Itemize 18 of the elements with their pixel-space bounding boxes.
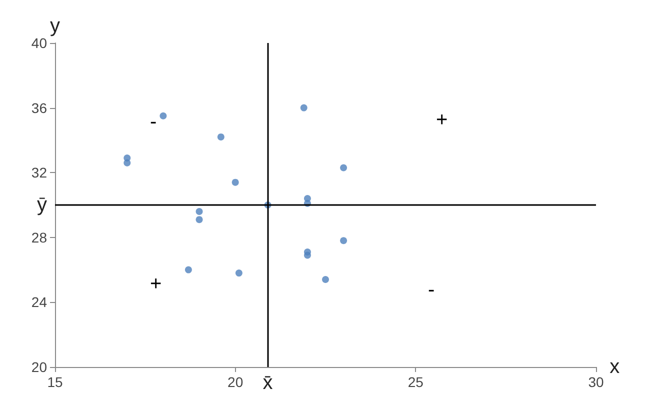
y-tick-label: 20 — [31, 359, 48, 375]
annotation: + — [436, 109, 448, 131]
y-tick-label: 40 — [31, 35, 48, 51]
y-tick-label: 32 — [31, 164, 48, 181]
x-tick-label: 15 — [47, 374, 63, 390]
ref-line-label: ȳ — [37, 194, 47, 216]
ref-line-label: x̄ — [262, 372, 273, 394]
annotation: - — [150, 111, 157, 133]
x-tick-label: 20 — [228, 374, 244, 390]
y-axis-title: y — [50, 15, 60, 38]
y-tick-label: 28 — [31, 229, 48, 246]
annotation: - — [428, 279, 435, 301]
y-tick-label: 24 — [31, 294, 48, 310]
x-tick-label: 30 — [588, 374, 604, 390]
annotation: + — [150, 273, 162, 295]
y-tick-label: 36 — [31, 100, 48, 116]
x-tick-label: 25 — [408, 374, 424, 390]
x-axis-title: x — [610, 356, 620, 378]
